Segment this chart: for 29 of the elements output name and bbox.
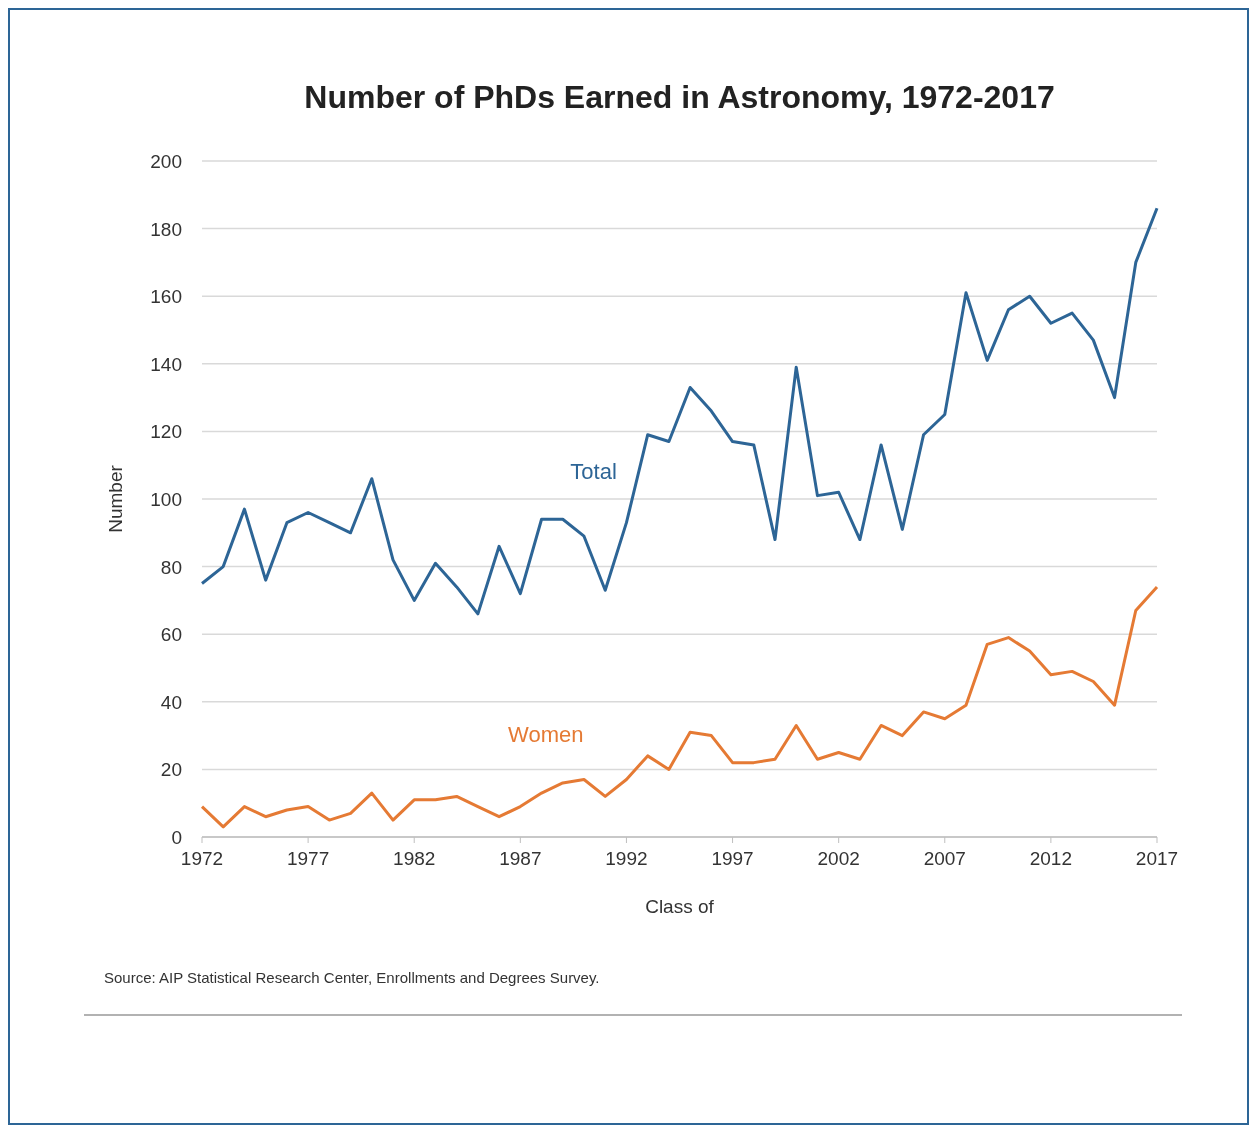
y-tick-label: 0 [171,827,182,848]
line-series [200,206,1159,616]
y-tick-label: 60 [160,624,182,646]
series-label: Women [508,722,584,748]
y-tick-label: 180 [150,218,182,240]
x-tick-label: 2007 [923,848,966,869]
x-tick-label: 2002 [817,848,860,869]
chart-title: Number of PhDs Earned in Astronomy, 1972-2017 [304,79,1055,115]
source-note: Source: AIP Statistical Research Center, Enrollments and Degrees Survey. [104,969,600,986]
x-tick-label: 1977 [286,848,330,869]
y-axis-title: Number [105,464,126,533]
x-tick-label: 1972 [180,848,224,869]
y-tick-label: 80 [160,556,182,578]
y-tick-label: 40 [160,691,182,713]
x-tick-label: 1997 [711,848,754,869]
x-tick-label: 2012 [1029,848,1073,869]
line-series [200,585,1159,829]
x-tick-label: 1982 [393,848,436,869]
x-tick-label: 1992 [605,848,648,869]
y-tick-label: 200 [150,151,182,172]
y-tick-label: 140 [150,353,182,375]
x-axis-title: Class of [645,896,715,917]
x-tick-label: 1987 [499,848,542,869]
series-label: Total [570,458,617,484]
y-tick-label: 20 [160,759,182,781]
y-tick-label: 100 [150,489,182,510]
y-tick-label: 120 [150,421,182,443]
y-tick-label: 160 [150,286,182,308]
x-tick-label: 2017 [1135,848,1179,869]
